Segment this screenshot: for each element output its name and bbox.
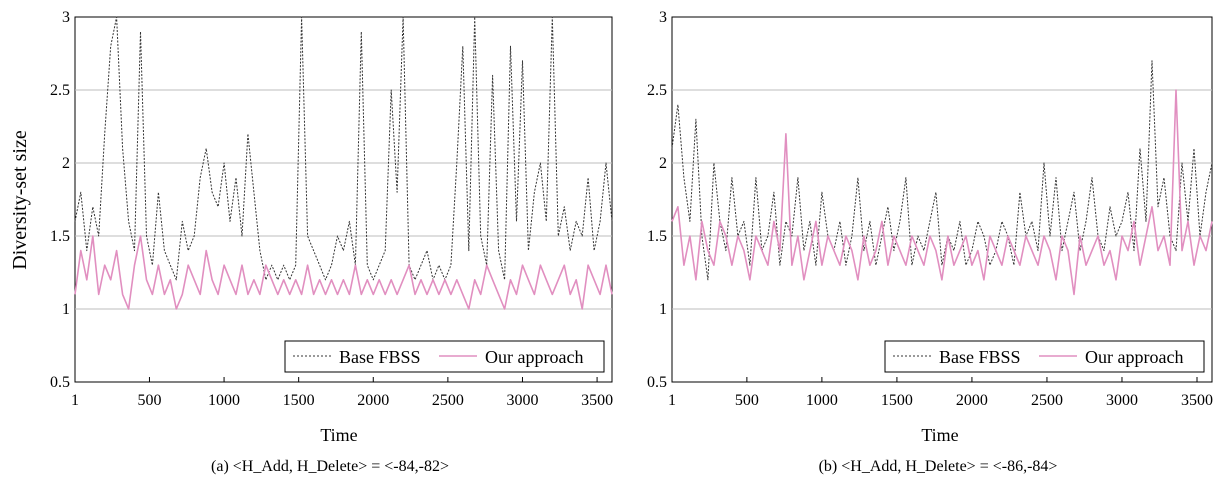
y-axis-ticks: 0.5 1 1.5 2 2.5 3: [50, 9, 70, 391]
x-tick-label: 3000: [506, 392, 538, 409]
x-tick-label: 2000: [956, 392, 988, 409]
y-tick-label: 2: [659, 155, 667, 172]
legend: Base FBSS Our approach: [284, 340, 605, 373]
gridlines: [75, 89, 612, 310]
y-tick-label: 2.5: [647, 82, 667, 99]
y-tick-label: 3: [659, 9, 667, 26]
legend-label-our-approach: Our approach: [1085, 347, 1183, 367]
x-tick-label: 1: [71, 392, 79, 409]
x-axis-ticks: 1 500 1000 1500 2000 2500 3000 3500: [71, 377, 613, 409]
x-tick-label: 500: [137, 392, 161, 409]
y-tick-label: 1: [659, 301, 667, 318]
y-tick-label: 2.5: [50, 82, 70, 99]
y-tick-label: 3: [62, 9, 70, 26]
legend-label-our-approach: Our approach: [485, 347, 583, 367]
panel-caption: (b) <H_Add, H_Delete> = <-86,-84>: [819, 458, 1058, 475]
x-axis-label: Time: [320, 425, 357, 445]
x-axis-ticks: 1 500 1000 1500 2000 2500 3000 3500: [668, 377, 1213, 409]
y-tick-label: 2: [62, 155, 70, 172]
y-tick-label: 0.5: [50, 374, 70, 391]
y-axis-ticks: 0.5 1 1.5 2 2.5 3: [647, 9, 667, 391]
x-tick-label: 1500: [881, 392, 913, 409]
x-tick-label: 1000: [806, 392, 838, 409]
y-tick-label: 1.5: [50, 228, 70, 245]
series-group: [671, 60, 1213, 296]
y-tick-label: 0.5: [647, 374, 667, 391]
legend-label-base-fbss: Base FBSS: [339, 347, 421, 367]
series-line-our-approach: [74, 235, 613, 310]
x-tick-label: 2500: [1031, 392, 1063, 409]
legend-label-base-fbss: Base FBSS: [939, 347, 1021, 367]
x-tick-label: 3000: [1106, 392, 1138, 409]
chart-panel-a: 0.511.522.53 1 500 1000 1500 2000 2500 3000 350…: [9, 9, 613, 475]
x-tick-label: 1000: [208, 392, 240, 409]
x-tick-label: 3500: [581, 392, 613, 409]
series-group: [74, 16, 613, 310]
x-tick-label: 1: [668, 392, 676, 409]
x-tick-label: 1500: [283, 392, 315, 409]
series-line-our-approach: [671, 89, 1213, 296]
x-tick-label: 3500: [1181, 392, 1213, 409]
plot-area-frame: [671, 16, 1213, 383]
y-axis-label: Diversity-set size: [9, 130, 31, 270]
legend: Base FBSS Our approach: [884, 340, 1205, 373]
y-tick-label: 1.5: [647, 228, 667, 245]
series-line-base-fbss: [74, 16, 613, 281]
chart-panel-b: 0.511.522.53 1 500 1000 1500 2000 2500 3000 350…: [647, 9, 1213, 475]
x-tick-label: 2000: [357, 392, 389, 409]
panel-caption: (a) <H_Add, H_Delete> = <-84,-82>: [211, 458, 449, 475]
x-tick-label: 2500: [432, 392, 464, 409]
series-line-base-fbss: [671, 60, 1213, 281]
y-tick-label: 1: [62, 301, 70, 318]
x-axis-label: Time: [921, 425, 958, 445]
x-tick-label: 500: [735, 392, 759, 409]
plot-area-frame: [74, 16, 613, 383]
